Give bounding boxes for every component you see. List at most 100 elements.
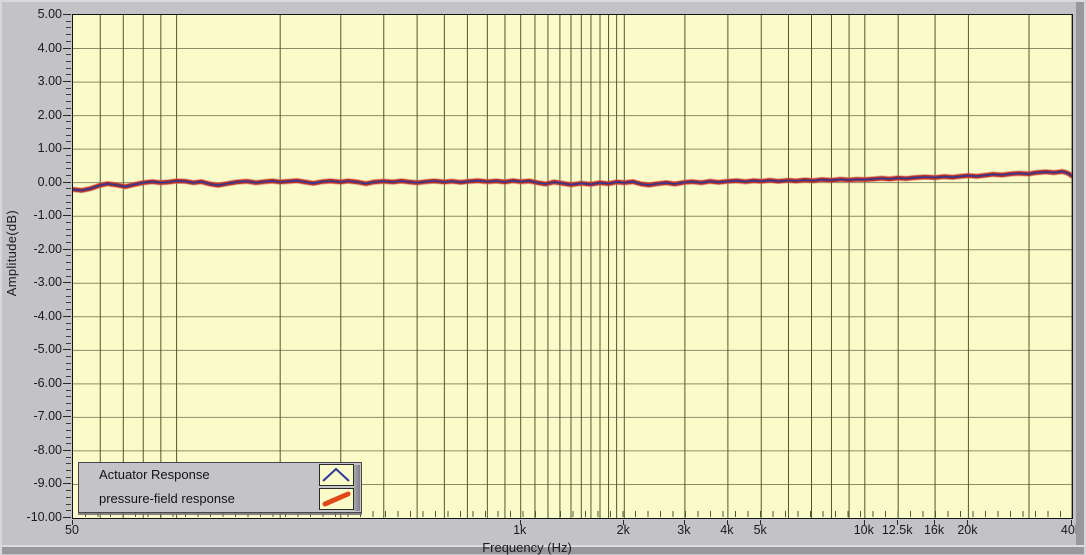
legend-label-pressure-field-response: pressure-field response [99, 491, 235, 506]
y-axis-minor-tick [66, 228, 71, 230]
y-axis-minor-tick [66, 255, 71, 257]
x-tick-label: 2k [616, 523, 630, 537]
y-axis-minor-tick [66, 409, 71, 411]
y-axis-minor-tick [66, 188, 71, 190]
panel-edge-shadow-right [1076, 2, 1084, 553]
y-axis-major-tick [63, 248, 71, 250]
y-axis-minor-tick [66, 195, 71, 197]
y-axis-minor-tick [66, 134, 71, 136]
x-tick-label: 4k [720, 523, 734, 537]
y-tick-label: -9.00 [33, 476, 63, 491]
x-axis-major-tick [623, 520, 625, 525]
y-axis-major-tick [63, 81, 71, 83]
y-axis-minor-tick [66, 309, 71, 311]
y-axis-minor-tick [66, 101, 71, 103]
y-axis-minor-tick [66, 174, 71, 176]
y-axis-minor-tick [66, 208, 71, 210]
x-tick-label: 16k [923, 523, 945, 537]
y-axis-minor-tick [66, 235, 71, 237]
y-axis-minor-tick [66, 168, 71, 170]
x-axis-major-tick [863, 520, 865, 525]
y-tick-label: -1.00 [33, 208, 63, 223]
y-tick-label: -6.00 [33, 375, 63, 390]
y-axis-major-tick [63, 181, 71, 183]
y-axis-major-tick [63, 349, 71, 351]
y-tick-label: -2.00 [33, 241, 63, 256]
y-axis-minor-tick [66, 369, 71, 371]
panel-edge-shadow-bottom [2, 547, 1084, 554]
x-tick-label: 3k [677, 523, 691, 537]
y-axis-minor-tick [66, 463, 71, 465]
y-axis-minor-tick [66, 20, 71, 22]
x-axis-major-tick [760, 520, 762, 525]
y-tick-label: 2.00 [37, 107, 62, 122]
y-tick-label: -3.00 [33, 275, 63, 290]
y-axis-major-tick [63, 517, 71, 518]
y-tick-label: -7.00 [33, 409, 63, 424]
panel-edge-right [1084, 0, 1086, 555]
y-axis-minor-tick [66, 503, 71, 505]
y-axis-minor-tick [66, 27, 71, 29]
y-axis-minor-tick [66, 443, 71, 445]
y-axis-major-tick [63, 14, 71, 15]
y-axis-minor-tick [66, 242, 71, 244]
y-tick-label: 1.00 [37, 141, 62, 156]
panel-edge-left [0, 0, 2, 555]
y-axis-minor-tick [66, 429, 71, 431]
x-axis-major-tick [72, 520, 73, 525]
y-axis-minor-tick [66, 54, 71, 56]
legend-item-pressure-field-response[interactable]: pressure-field response [79, 487, 361, 511]
y-axis-minor-tick [66, 141, 71, 143]
x-axis-major-tick [519, 520, 521, 525]
y-axis-minor-tick [66, 456, 71, 458]
x-axis-title: Frequency (Hz) [482, 540, 572, 555]
legend-label-actuator-response: Actuator Response [99, 467, 210, 482]
x-tick-label: 12.5k [881, 523, 913, 537]
thick-rising-line-icon[interactable] [319, 488, 354, 510]
legend: Actuator Response pressure-field respons… [78, 462, 362, 513]
y-axis-minor-tick [66, 60, 71, 62]
y-axis-major-tick [63, 148, 71, 150]
x-axis-major-tick [726, 520, 728, 525]
y-axis-minor-tick [66, 295, 71, 297]
panel-edge-bottom-highlight [2, 545, 1084, 547]
y-tick-label: 3.00 [37, 74, 62, 89]
y-axis-minor-tick [66, 470, 71, 472]
y-axis-minor-tick [66, 107, 71, 109]
y-axis-minor-tick [66, 201, 71, 203]
x-axis-major-tick [1071, 520, 1072, 525]
y-axis-minor-tick [66, 356, 71, 358]
chart-canvas [73, 15, 1072, 518]
y-axis-minor-tick [66, 362, 71, 364]
y-tick-label: -4.00 [33, 308, 63, 323]
x-tick-label: 5k [753, 523, 767, 537]
y-axis-minor-tick [66, 476, 71, 478]
x-tick-label: 1k [513, 523, 527, 537]
y-axis-major-tick [63, 114, 71, 116]
y-axis-minor-tick [66, 302, 71, 304]
y-axis-major-tick [63, 215, 71, 217]
y-axis-minor-tick [66, 87, 71, 89]
y-axis-minor-tick [66, 154, 71, 156]
y-axis-major-tick [63, 47, 71, 49]
y-axis-major-tick [63, 315, 71, 317]
y-axis-minor-tick [66, 128, 71, 129]
y-axis-minor-tick [66, 94, 71, 96]
panel-edge-top [0, 0, 1086, 2]
legend-swatch-shadow [354, 465, 360, 511]
y-axis-minor-tick [66, 40, 71, 42]
x-axis-major-tick [683, 520, 685, 525]
y-axis-major-tick [63, 382, 71, 384]
x-tick-label: 10k [853, 523, 874, 537]
y-tick-label: -10.00 [26, 510, 62, 524]
legend-item-actuator-response[interactable]: Actuator Response [79, 463, 361, 487]
y-tick-label: 5.00 [37, 7, 62, 21]
y-axis-minor-tick [66, 389, 71, 391]
x-tick-label: 50 [65, 523, 79, 537]
plot-area[interactable] [72, 14, 1073, 519]
peak-line-icon[interactable] [319, 464, 354, 486]
y-tick-label: 0.00 [37, 174, 62, 189]
x-axis-major-tick [934, 520, 936, 525]
y-axis-minor-tick [66, 436, 71, 438]
